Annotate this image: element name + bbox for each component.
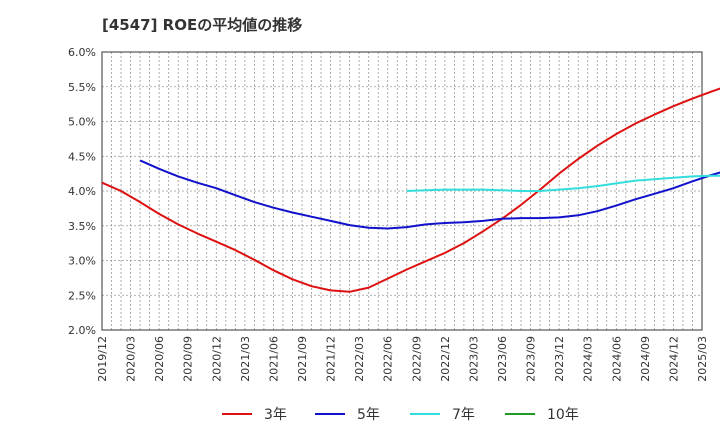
x-tick-label: 2023/03 [467,336,480,382]
x-tick-label: 2025/03 [696,336,709,382]
y-tick-label: 4.5% [68,150,96,163]
x-tick-label: 2022/12 [439,336,452,382]
series-line-7年 [406,174,720,192]
x-tick-label: 2020/12 [210,336,223,382]
x-tick-label: 2019/12 [96,336,109,382]
x-axis: 2019/12 2020/03 2020/06 2020/09 2020/12 2021/… [96,336,709,382]
x-tick-label: 2020/09 [182,336,195,382]
y-tick-label: 5.0% [68,116,96,129]
y-tick-label: 4.0% [68,185,96,198]
x-tick-label: 2022/03 [353,336,366,382]
x-tick-label: 2020/06 [153,336,166,382]
x-tick-label: 2020/03 [125,336,138,382]
legend: 3年 5年 7年 10年 [222,407,579,423]
x-tick-label: 2024/03 [582,336,595,382]
y-axis: 2.0% 2.5% 3.0% 3.5% 4.0% 4.5% 5.0% 5.5% 6.0% [68,46,96,337]
chart-title: [4547] ROEの平均値の推移 [102,16,303,34]
y-tick-label: 3.0% [68,255,96,268]
y-tick-label: 6.0% [68,46,96,59]
x-tick-label: 2024/09 [639,336,652,382]
x-tick-label: 2021/12 [325,336,338,382]
x-tick-label: 2023/12 [553,336,566,382]
y-tick-label: 3.5% [68,220,96,233]
legend-label: 5年 [357,407,380,423]
series-line-3年 [101,87,720,293]
y-tick-label: 2.5% [68,289,96,302]
y-tick-label: 2.0% [68,324,96,337]
x-tick-label: 2023/06 [496,336,509,382]
x-tick-label: 2021/09 [296,336,309,382]
legend-label: 7年 [452,407,475,423]
plot-frame [101,51,703,331]
legend-label: 10年 [547,407,579,423]
x-tick-label: 2022/09 [410,336,423,382]
x-tick-label: 2021/03 [239,336,252,382]
grid-lines [102,52,702,330]
x-tick-label: 2024/06 [610,336,623,382]
legend-label: 3年 [264,407,287,423]
x-tick-label: 2021/06 [267,336,280,382]
x-tick-label: 2024/12 [667,336,680,382]
series-lines [101,87,720,293]
x-tick-label: 2023/09 [525,336,538,382]
series-line-5年 [139,159,720,230]
y-tick-label: 5.5% [68,81,96,94]
x-tick-label: 2022/06 [382,336,395,382]
